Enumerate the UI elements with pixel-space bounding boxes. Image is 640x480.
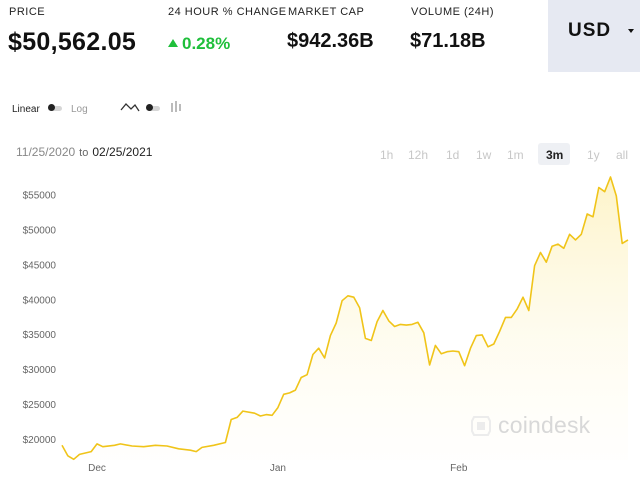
line-chart-icon[interactable]: [120, 101, 140, 113]
y-tick-label: $40000: [23, 295, 57, 306]
change-value: 0.28%: [182, 34, 231, 53]
up-arrow-icon: [168, 39, 178, 47]
period-12h[interactable]: 12h: [408, 148, 429, 162]
range-start: 11/25/2020: [16, 145, 76, 159]
log-toggle-label[interactable]: Log: [71, 104, 88, 115]
coindesk-watermark: coindesk: [498, 412, 591, 438]
period-1y[interactable]: 1y: [587, 148, 600, 162]
chart-type-switch-knob: [146, 104, 153, 111]
range-separator: to: [79, 147, 89, 159]
y-tick-label: $25000: [23, 400, 57, 411]
price-label: PRICE: [9, 6, 46, 18]
scale-switch-knob: [48, 104, 55, 111]
candlestick-chart-icon[interactable]: [170, 100, 182, 114]
period-3m[interactable]: 3m: [546, 148, 564, 162]
linear-toggle-label[interactable]: Linear: [12, 104, 40, 115]
y-axis: $20000 $25000 $30000 $35000 $40000 $45000 $500…: [23, 190, 57, 446]
period-all[interactable]: all: [616, 148, 629, 162]
x-tick-label: Dec: [88, 463, 106, 474]
period-1m[interactable]: 1m: [507, 148, 524, 162]
currency-label: USD: [568, 20, 612, 41]
x-tick-label: Jan: [270, 463, 286, 474]
period-1w[interactable]: 1w: [476, 148, 492, 162]
market-cap-value: $942.36B: [287, 30, 374, 52]
price-value: $50,562.05: [8, 28, 137, 56]
range-end: 02/25/2021: [92, 145, 153, 159]
y-tick-label: $45000: [23, 260, 57, 271]
y-tick-label: $35000: [23, 330, 57, 341]
y-tick-label: $30000: [23, 365, 57, 376]
y-tick-label: $20000: [23, 435, 57, 446]
period-1d[interactable]: 1d: [446, 148, 460, 162]
price-area: [62, 177, 628, 460]
y-tick-label: $50000: [23, 225, 57, 236]
coindesk-logo-icon: [471, 416, 491, 436]
scale-switch[interactable]: [48, 104, 62, 111]
change-label: 24 HOUR % CHANGE: [168, 6, 287, 18]
volume-label: VOLUME (24H): [411, 6, 495, 18]
market-cap-label: MARKET CAP: [288, 6, 365, 18]
currency-dropdown[interactable]: USD: [548, 0, 640, 72]
chart-type-switch[interactable]: [146, 104, 160, 111]
y-tick-label: $55000: [23, 190, 57, 201]
volume-value: $71.18B: [410, 30, 486, 52]
active-period-highlight: [538, 143, 570, 165]
header-bar: PRICE $50,562.05 24 HOUR % CHANGE 0.28% …: [0, 0, 640, 72]
chart-toolbar: [0, 72, 640, 152]
date-range[interactable]: 11/25/2020 to 02/25/2021: [16, 145, 152, 159]
chevron-down-icon: [628, 29, 634, 33]
price-line: [61, 176, 629, 461]
x-tick-label: Feb: [450, 463, 468, 474]
x-axis: Dec Jan Feb: [88, 463, 468, 474]
change-indicator: 0.28%: [168, 34, 230, 54]
period-1h[interactable]: 1h: [380, 148, 394, 162]
